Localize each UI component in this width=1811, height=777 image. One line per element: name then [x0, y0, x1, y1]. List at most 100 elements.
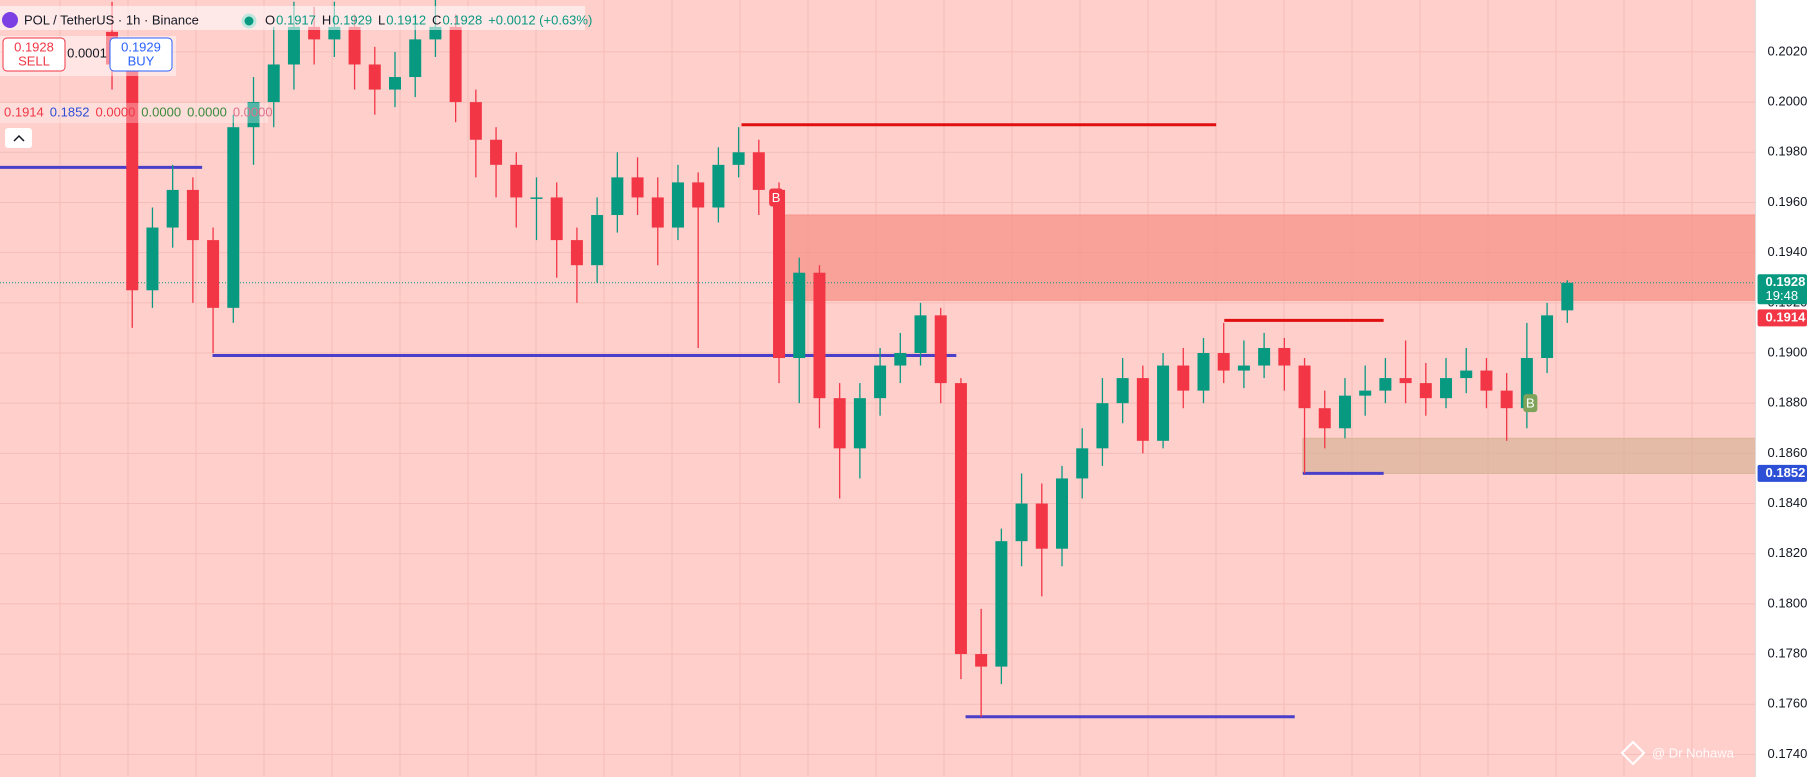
candle-body [550, 197, 563, 241]
y-tick-label: 0.1840 [1768, 495, 1808, 510]
candle-body [1460, 370, 1473, 379]
indicator-value: 0.1852 [50, 104, 90, 119]
status-dot [241, 13, 257, 29]
buy-button[interactable] [109, 37, 173, 72]
indicator-value: 0.0000 [96, 104, 136, 119]
marker-box [1523, 394, 1538, 413]
candle-body [651, 197, 664, 228]
candle-body [1379, 378, 1392, 391]
y-tick-label: 0.2020 [1768, 43, 1808, 58]
candle-body [469, 102, 482, 140]
candle-body [692, 182, 705, 208]
candle-body [368, 64, 381, 90]
candle-body [1440, 378, 1453, 399]
candle-body [1318, 408, 1331, 429]
price-axis [1755, 0, 1811, 777]
candle-body [1500, 390, 1513, 409]
candle-body [1278, 347, 1291, 366]
candle-body [166, 189, 179, 228]
spread: 0.0001 [67, 45, 107, 60]
buy-label: BUY [128, 53, 155, 68]
candle-body [1399, 378, 1412, 384]
candle-body [1177, 365, 1190, 391]
ohlc-letter: H [322, 12, 331, 27]
candle-body [1197, 352, 1210, 391]
candle-body [752, 152, 765, 190]
candle-body [975, 654, 988, 667]
y-tick-label: 0.1940 [1768, 244, 1808, 259]
ohlc-value: 0.1917 [276, 12, 316, 27]
candle-body [874, 365, 887, 399]
candle-body [1076, 448, 1089, 479]
candle-body [1136, 378, 1149, 441]
marker-label: B [1526, 396, 1535, 411]
price-tag-label: 0.1852 [1766, 465, 1806, 480]
change: +0.0012 (+0.63%) [488, 12, 592, 27]
candle-body [954, 383, 967, 655]
header-bg [0, 6, 585, 30]
candle-body [1055, 478, 1068, 549]
candle-body [267, 64, 280, 103]
price-tag [1757, 464, 1807, 482]
candle-body [287, 26, 300, 65]
candle-body [773, 189, 786, 359]
symbol: POL / TetherUS · 1h · Binance [24, 12, 199, 27]
y-tick-label: 0.1740 [1768, 746, 1808, 761]
ohlc-letter: C [432, 12, 441, 27]
candle-body [853, 398, 866, 449]
indicator-bg [0, 103, 268, 123]
collapse-button[interactable] [5, 128, 32, 148]
marker-box [769, 188, 784, 207]
candle-body [732, 152, 745, 165]
candle-body [914, 315, 927, 353]
candle-body [146, 227, 159, 291]
watermark: @ Dr Nohawa [1652, 745, 1735, 760]
symbol-icon [2, 12, 18, 28]
candle-body [1237, 365, 1250, 371]
candle-body [449, 26, 462, 103]
zone [1302, 437, 1757, 474]
ohlc-letter: O [265, 12, 275, 27]
candle-body [389, 77, 402, 90]
ohlc-value: 0.1912 [386, 12, 426, 27]
candle-body [207, 240, 220, 308]
sell-price: 0.1928 [14, 39, 54, 54]
buy-price: 0.1929 [121, 39, 161, 54]
y-tick-label: 0.1880 [1768, 395, 1808, 410]
indicator-value: 0.0000 [141, 104, 181, 119]
candle-body [934, 315, 947, 384]
candle-body [1298, 365, 1311, 409]
sell-button[interactable] [2, 37, 66, 72]
indicator-value: 0.1914 [4, 104, 44, 119]
candle-body [631, 177, 644, 198]
candle-body [793, 272, 806, 359]
candle-body [510, 164, 523, 198]
price-tag-sub: 19:48 [1766, 288, 1799, 303]
collapse-icon [13, 134, 25, 142]
candle-body [1157, 365, 1170, 441]
candle-body [490, 139, 503, 165]
price-tag [1757, 274, 1807, 305]
candle-body [1217, 352, 1230, 371]
candle-body [247, 102, 260, 128]
candle-body [894, 352, 907, 366]
marker-label: B [772, 190, 781, 205]
candle-body [1338, 395, 1351, 429]
candle-body [186, 189, 199, 241]
price-tag-label: 0.1928 [1766, 274, 1806, 289]
candle-body [1116, 378, 1129, 404]
y-tick-label: 0.2000 [1768, 94, 1808, 109]
candle-body [1541, 315, 1554, 359]
candle-body [1561, 282, 1574, 311]
candle-body [1035, 503, 1048, 549]
candle-body [1258, 347, 1271, 366]
candle-body [530, 197, 543, 199]
candle-body [348, 26, 361, 65]
y-tick-label: 0.1980 [1768, 144, 1808, 159]
candle-body [570, 240, 583, 266]
zone [775, 214, 1757, 301]
ohlc-letter: L [378, 12, 385, 27]
candle-body [833, 398, 846, 449]
